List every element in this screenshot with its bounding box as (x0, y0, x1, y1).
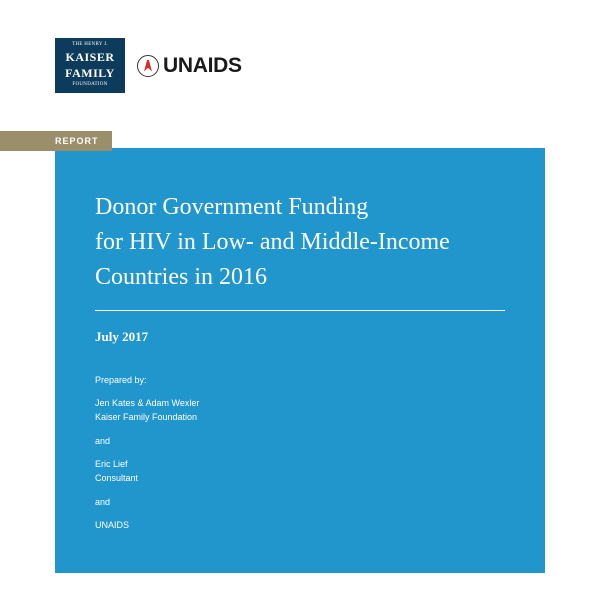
author-org: Consultant (95, 472, 505, 486)
and-separator-2: and (95, 497, 505, 507)
document-page: THE HENRY J. KAISER FAMILY FOUNDATION UN… (0, 0, 600, 600)
unaids-logo: UNAIDS (137, 54, 242, 78)
kaiser-logo-main: KAISER FAMILY (55, 50, 125, 81)
ribbon-icon (137, 55, 159, 77)
badge-wrap: REPORT (55, 131, 545, 151)
kaiser-logo-bottom: FOUNDATION (72, 82, 107, 89)
and-separator-1: and (95, 436, 505, 446)
author-name: UNAIDS (95, 519, 505, 533)
title-line-2: for HIV in Low- and Middle-Income (95, 229, 450, 255)
title-line-3: Countries in 2016 (95, 264, 267, 290)
title-divider (95, 310, 505, 311)
author-org: Kaiser Family Foundation (95, 411, 505, 425)
author-block-2: Eric Lief Consultant (95, 458, 505, 485)
author-name: Eric Lief (95, 458, 505, 472)
report-date: July 2017 (95, 329, 505, 345)
author-name: Jen Kates & Adam Wexler (95, 397, 505, 411)
kaiser-logo-top: THE HENRY J. (72, 42, 108, 49)
logos-row: THE HENRY J. KAISER FAMILY FOUNDATION UN… (55, 38, 545, 93)
unaids-text: UNAIDS (163, 54, 242, 78)
author-block-3: UNAIDS (95, 519, 505, 533)
prepared-by-label: Prepared by: (95, 375, 505, 385)
author-block-1: Jen Kates & Adam Wexler Kaiser Family Fo… (95, 397, 505, 424)
title-panel: Donor Government Funding for HIV in Low-… (55, 148, 545, 573)
title-line-1: Donor Government Funding (95, 194, 368, 220)
report-title: Donor Government Funding for HIV in Low-… (95, 190, 505, 294)
kaiser-logo: THE HENRY J. KAISER FAMILY FOUNDATION (55, 38, 125, 93)
report-type-badge: REPORT (0, 131, 112, 151)
